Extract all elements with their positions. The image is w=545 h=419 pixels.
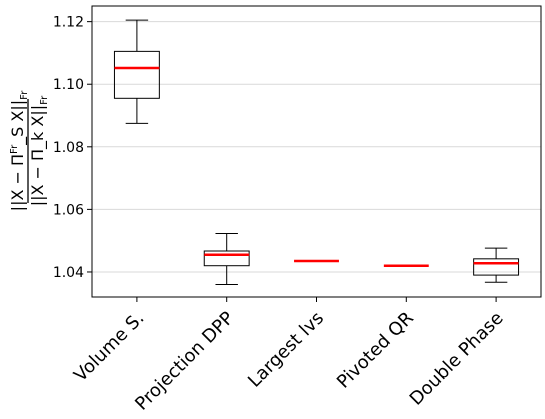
box-plot — [473, 247, 520, 283]
x-axis-ticks: Volume S.Projection DPP Largest lvs Pivote… — [70, 297, 508, 415]
x-tick-label: Pivoted QR — [333, 308, 418, 393]
iqr-box — [203, 250, 250, 267]
y-axis-label: ||X − ΠFr​_S X||Fr​ ||X − Π_k X||Fr​ — [8, 90, 50, 212]
box-plot — [203, 232, 250, 285]
box-plot-series — [113, 19, 520, 285]
y-axis-ticks: 1.04 1.06 1.08 1.10 1.12 — [53, 15, 92, 281]
plot-frame — [91, 5, 542, 298]
x-tick-label: Largest lvs — [244, 308, 328, 392]
y-tick-label: 1.06 — [53, 202, 84, 218]
box-plot — [113, 19, 160, 124]
y-tick-label: 1.10 — [53, 77, 84, 93]
y-axis-label-numerator: ||X − ΠFr​_S X||Fr​ — [8, 90, 30, 212]
x-tick-label: Volume S. — [70, 308, 148, 386]
x-tick-label: Double Phase — [406, 308, 508, 410]
iqr-box — [473, 258, 520, 276]
y-axis-label-denominator: ||X − Π_k X||Fr​ — [28, 95, 50, 206]
y-tick-label: 1.04 — [53, 265, 84, 281]
grid-lines — [92, 21, 541, 273]
y-tick-label: 1.12 — [53, 15, 84, 31]
y-tick-label: 1.08 — [53, 140, 84, 156]
iqr-box — [113, 50, 160, 99]
